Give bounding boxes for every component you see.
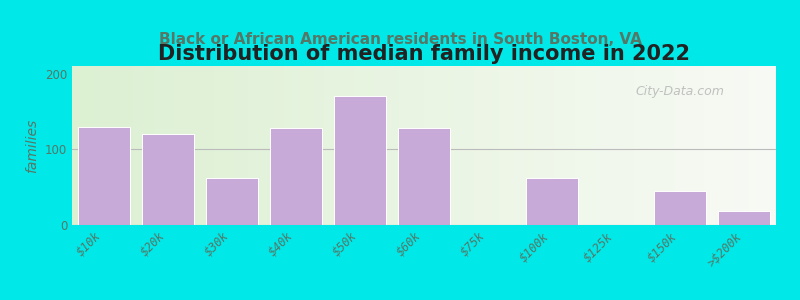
Bar (718, 212, 770, 225)
Bar (206, 178, 258, 225)
Title: Distribution of median family income in 2022: Distribution of median family income in … (158, 44, 690, 64)
Bar (334, 96, 386, 225)
Bar (526, 178, 578, 225)
Text: City-Data.com: City-Data.com (635, 85, 724, 98)
Bar (654, 191, 706, 225)
Text: Black or African American residents in South Boston, VA: Black or African American residents in S… (158, 32, 642, 46)
Y-axis label: families: families (26, 118, 39, 172)
Bar (398, 128, 450, 225)
Bar (78, 127, 130, 225)
Bar (142, 134, 194, 225)
Bar (270, 128, 322, 225)
